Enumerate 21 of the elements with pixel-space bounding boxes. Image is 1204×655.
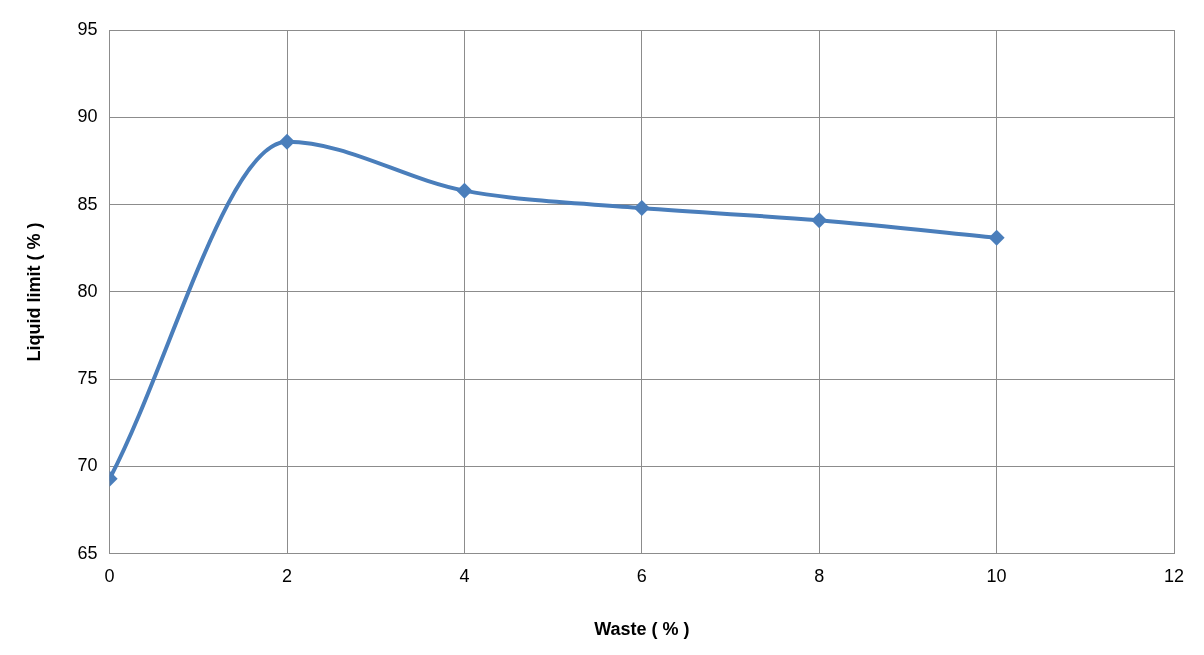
point [279,133,296,150]
y-tick-label: 65 [77,542,98,563]
y-tick-label: 80 [77,280,98,301]
y-tick-label: 70 [77,455,98,476]
point [811,212,828,229]
x-tick-label: 0 [104,565,115,586]
y-tick-label: 95 [77,18,98,39]
x-tick-label: 10 [986,565,1007,586]
x-tick-label: 6 [636,565,647,586]
y-tick-label: 90 [77,106,98,127]
x-tick-label: 12 [1163,565,1185,586]
y-axis-title: Liquid limit ( % ) [23,222,44,362]
point [456,182,473,199]
y-tick-label: 85 [77,193,98,214]
x-axis-title: Waste ( % ) [594,619,690,640]
y-tick-label: 75 [77,368,98,389]
point [988,229,1005,246]
x-tick-label: 4 [459,565,470,586]
point [633,200,650,217]
x-tick-label: 8 [814,565,825,586]
x-tick-label: 2 [282,565,293,586]
